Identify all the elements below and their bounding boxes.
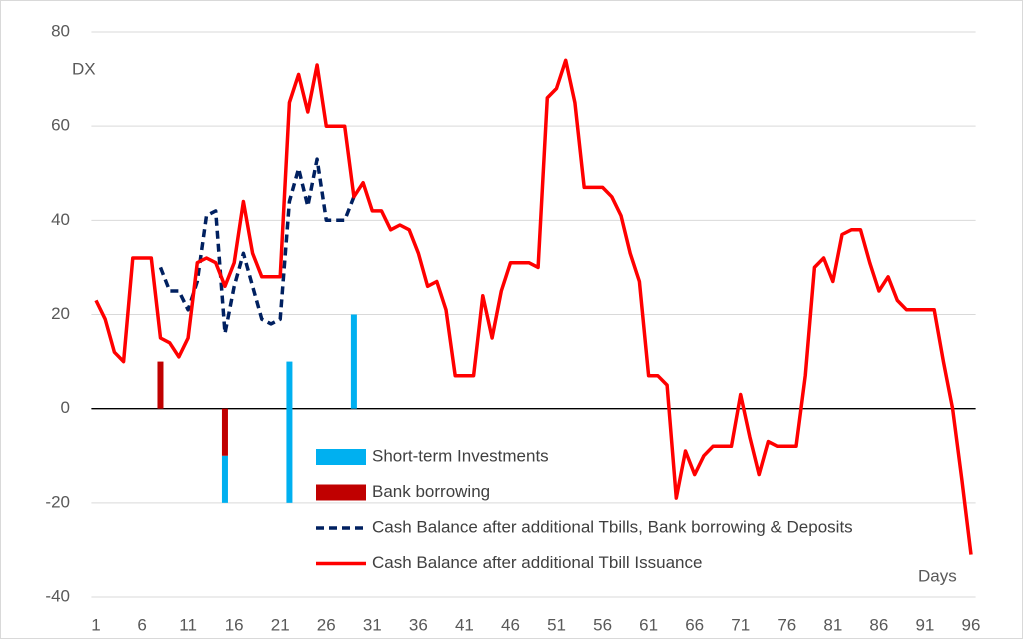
y-tick-label: 80 [51,21,70,40]
legend-label: Cash Balance after additional Tbill Issu… [372,553,702,572]
y-tick-label: 0 [61,398,70,417]
legend-label: Cash Balance after additional Tbills, Ba… [372,517,853,536]
x-tick-label: 46 [501,615,520,634]
bar [350,314,357,409]
y-tick-label: 40 [51,210,70,229]
x-tick-label: 71 [731,615,750,634]
line-series [94,58,973,555]
x-tick-label: 11 [179,615,197,634]
x-tick-label: 26 [317,615,336,634]
bar [221,455,228,503]
legend-swatch [316,484,366,501]
x-tick-label: 56 [593,615,612,634]
x-tick-label: 61 [639,615,658,634]
y-axis-label: DX [72,59,96,78]
bar [286,361,293,503]
x-tick-label: 41 [455,615,474,634]
bar [157,361,164,409]
x-tick-label: 51 [547,615,566,634]
y-tick-label: -40 [45,586,70,605]
x-tick-label: 36 [409,615,428,634]
x-tick-label: 6 [137,615,146,634]
y-tick-label: 20 [51,304,70,323]
x-axis-label: Days [918,566,957,585]
x-tick-label: 16 [225,615,244,634]
bar [221,408,228,456]
x-tick-label: 1 [91,615,100,634]
x-tick-label: 96 [962,615,981,634]
x-tick-label: 86 [869,615,888,634]
x-tick-label: 91 [915,615,934,634]
legend-label: Bank borrowing [372,482,490,501]
x-tick-label: 81 [823,615,842,634]
legend-label: Short-term Investments [372,446,549,465]
y-tick-label: -20 [45,492,70,511]
x-tick-label: 76 [777,615,796,634]
x-tick-label: 21 [271,615,290,634]
x-tick-label: 31 [363,615,382,634]
legend-swatch [316,449,366,465]
y-tick-label: 60 [51,116,70,135]
x-tick-label: 66 [685,615,704,634]
